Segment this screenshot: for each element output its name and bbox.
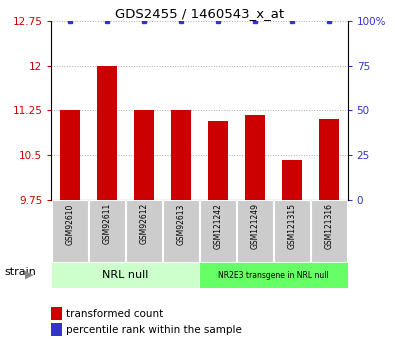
Text: GSM92613: GSM92613 [177,203,186,245]
Text: ▶: ▶ [25,270,34,280]
Bar [199,262,348,288]
Bar [163,200,199,262]
Text: NRL null: NRL null [102,270,149,280]
Bar [52,200,88,262]
Text: GSM92612: GSM92612 [139,203,149,245]
Bar [126,200,162,262]
Text: GSM121242: GSM121242 [213,203,222,249]
Text: percentile rank within the sample: percentile rank within the sample [66,325,242,335]
Bar [60,110,80,200]
Bar [51,323,62,336]
Bar [51,307,62,320]
Bar [319,119,339,200]
Title: GDS2455 / 1460543_x_at: GDS2455 / 1460543_x_at [115,7,284,20]
Text: GSM121249: GSM121249 [250,203,260,249]
Bar [237,200,273,262]
Text: GSM92611: GSM92611 [102,203,111,245]
Bar [274,200,310,262]
Text: GSM121315: GSM121315 [288,203,297,249]
Bar [245,115,265,200]
Bar [89,200,125,262]
Text: NR2E3 transgene in NRL null: NR2E3 transgene in NRL null [218,270,329,280]
Bar [134,110,154,200]
Bar [51,262,199,288]
Bar [208,120,228,200]
Bar [282,160,302,200]
Text: strain: strain [4,267,36,277]
Bar [171,110,191,200]
Text: GSM92610: GSM92610 [65,203,74,245]
Text: GSM121316: GSM121316 [325,203,334,249]
Bar [97,66,117,200]
Text: transformed count: transformed count [66,309,164,318]
Bar [311,200,347,262]
Bar [200,200,236,262]
